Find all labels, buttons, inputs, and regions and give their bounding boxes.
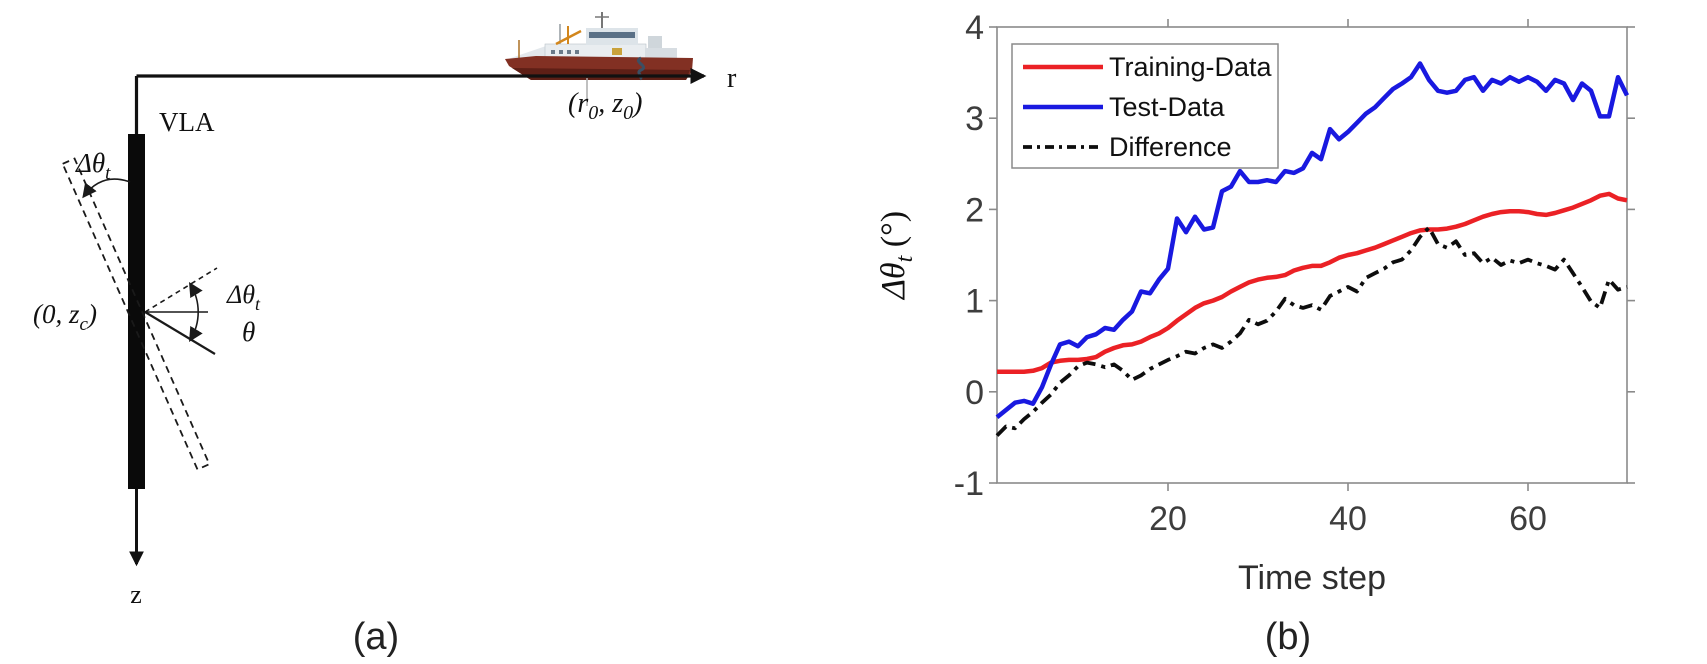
vla-array-bar: [128, 134, 145, 489]
ship-aft-deckhouse: [645, 48, 677, 60]
tilt-upper-sub: t: [105, 163, 111, 184]
panel-b-caption: (b): [1264, 616, 1312, 658]
test-data-line: [995, 61, 1630, 420]
depth-axis-label: z: [130, 580, 142, 609]
tilt-angle-label-inner: Δθt: [226, 280, 261, 314]
tilt-upper-main: Δθ: [75, 148, 105, 178]
arrival-ray-line: [144, 311, 216, 355]
y-axis-title-main: Δθ: [875, 262, 912, 301]
array-center-label-close: ): [86, 299, 97, 329]
panel-a-geometry-diagram: VLA r z (0, zc) (r0, z0) Δθt Δθt θ: [33, 12, 737, 609]
tilt-inner-main: Δθ: [226, 280, 255, 309]
x-tick-label: 40: [1329, 500, 1367, 538]
panel-b-chart: -1 0 1 2 3 4 20 40 60 Training-Data Test-Data Diffe…: [875, 9, 1635, 597]
difference-line: [995, 225, 1628, 437]
source-coordinate-label: (r0, z0): [568, 88, 642, 124]
y-axis-title-sub: t: [892, 254, 918, 262]
plot-frame: [996, 26, 1628, 484]
y-axis-title: Δθt (°): [875, 211, 918, 301]
source-label-sub2: 0: [623, 102, 633, 124]
legend-label: Test-Data: [1109, 92, 1226, 122]
legend-label: Training-Data: [1109, 52, 1273, 82]
y-tick-label: 2: [965, 191, 984, 229]
chart-plot-area: -1 0 1 2 3 4 20 40 60 Training-Data Test-Data Diffe…: [954, 9, 1635, 538]
tilted-array-dashed-outline: [61, 157, 211, 471]
y-tick-label: 4: [965, 9, 984, 47]
array-center-label-main: (0, z: [33, 299, 80, 329]
range-axis-label: r: [727, 63, 737, 94]
ship-window: [551, 50, 555, 54]
ship-bridge-window-band: [589, 32, 635, 38]
ship-window: [612, 48, 622, 55]
x-tick-label: 60: [1509, 500, 1547, 538]
tilted-normal-dashed-line: [144, 267, 218, 313]
tilt-inner-sub: t: [255, 294, 261, 314]
source-label-mid: , z: [598, 88, 623, 119]
y-tick-label: 1: [965, 283, 984, 321]
y-tick-label: 0: [965, 374, 984, 412]
source-label-open: (r: [568, 88, 588, 119]
source-label-close: ): [631, 88, 642, 119]
legend-label: Difference: [1109, 132, 1232, 162]
arrival-angle-label: θ: [242, 317, 255, 347]
ship-window: [575, 50, 579, 54]
training-data-line: [997, 191, 1628, 374]
y-axis-title-unit: (°): [875, 211, 912, 256]
ship-funnel: [648, 36, 662, 48]
x-tick-label: 20: [1149, 500, 1187, 538]
array-center-coordinate-label: (0, zc): [33, 299, 97, 335]
x-axis-title: Time step: [1238, 559, 1386, 597]
y-tick-label: -1: [954, 465, 984, 503]
ship-window: [559, 50, 563, 54]
tilt-arc: [82, 178, 131, 199]
angle-arc: [189, 282, 203, 342]
y-tick-label: 3: [965, 100, 984, 138]
tilted-array-rect: [61, 157, 211, 471]
array-center-label-sub: c: [80, 314, 89, 335]
tilt-angle-label-upper: Δθt: [75, 148, 111, 184]
panel-a-caption: (a): [352, 616, 400, 658]
vla-label: VLA: [159, 107, 215, 137]
source-label-sub1: 0: [588, 102, 598, 124]
ship-hull-waterline-stripe: [512, 68, 690, 80]
ship-window: [567, 50, 571, 54]
